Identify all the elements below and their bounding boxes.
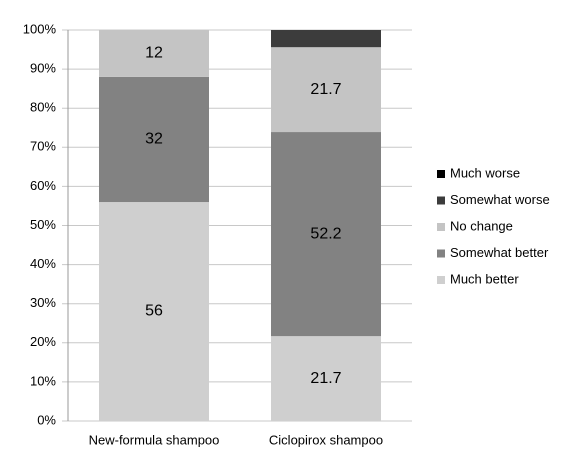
bar-segment — [271, 132, 381, 337]
data-label: 21.7 — [310, 81, 341, 98]
bar-segment — [271, 30, 381, 48]
y-tick-label: 30% — [30, 295, 56, 310]
legend-swatch — [437, 170, 445, 178]
data-label: 56 — [145, 303, 163, 320]
data-label: 12 — [145, 45, 163, 62]
data-label: 21.7 — [310, 370, 341, 387]
bar-segment — [271, 47, 381, 133]
legend-swatch — [437, 223, 445, 231]
data-label: 52.2 — [310, 225, 341, 242]
legend-swatch — [437, 249, 445, 258]
y-tick-label: 100% — [23, 21, 57, 36]
legend-swatch — [437, 196, 445, 205]
y-tick-label: 90% — [30, 61, 56, 76]
data-label: 32 — [145, 131, 163, 148]
bar-segment — [99, 30, 209, 77]
bar-segment — [99, 76, 209, 203]
legend-swatch — [437, 276, 445, 284]
y-tick-label: 60% — [30, 178, 56, 193]
y-tick-label: 40% — [30, 256, 56, 271]
bar-segment — [99, 202, 209, 421]
y-tick-label: 80% — [30, 100, 56, 115]
legend-label: Much worse — [450, 165, 520, 180]
legend-label: Much better — [450, 271, 519, 286]
y-tick-label: 70% — [30, 139, 56, 154]
legend-label: No change — [450, 218, 513, 233]
x-tick-label: Ciclopirox shampoo — [269, 432, 383, 447]
y-tick-label: 10% — [30, 373, 56, 388]
legend-label: Somewhat better — [450, 245, 549, 260]
y-tick-label: 0% — [37, 412, 56, 427]
bar-segment — [271, 336, 381, 421]
x-tick-label: New-formula shampoo — [89, 432, 220, 447]
y-tick-label: 20% — [30, 334, 56, 349]
legend-label: Somewhat worse — [450, 192, 550, 207]
y-tick-label: 50% — [30, 217, 56, 232]
